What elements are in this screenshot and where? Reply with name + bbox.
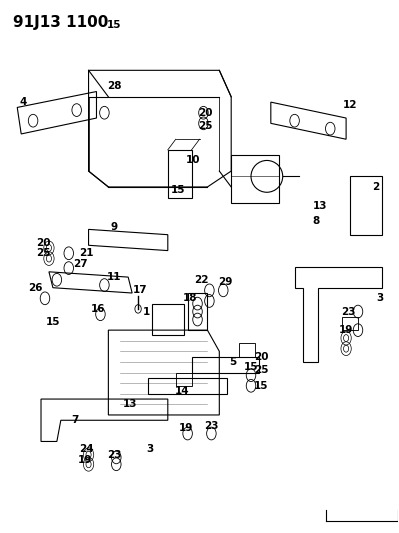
Text: 16: 16	[91, 304, 106, 314]
Text: 20: 20	[254, 352, 268, 361]
Text: 2: 2	[372, 182, 379, 192]
Text: 22: 22	[194, 274, 209, 285]
Text: 4: 4	[20, 97, 27, 107]
Text: 20: 20	[198, 108, 213, 118]
Text: 20: 20	[36, 238, 50, 248]
Text: 25: 25	[198, 121, 213, 131]
Bar	[342, 317, 358, 330]
Text: 23: 23	[107, 450, 122, 460]
Text: 19: 19	[77, 455, 92, 465]
Text: 25: 25	[36, 248, 50, 259]
Bar	[239, 343, 255, 357]
Text: 19: 19	[339, 325, 353, 335]
Text: 15: 15	[107, 20, 122, 30]
Text: 8: 8	[313, 216, 320, 227]
Text: 9: 9	[111, 222, 118, 232]
Text: 1: 1	[142, 306, 150, 317]
Text: 3: 3	[376, 293, 383, 303]
Text: 13: 13	[313, 200, 328, 211]
Text: 26: 26	[28, 282, 42, 293]
Text: 5: 5	[229, 357, 237, 367]
Bar	[231, 155, 279, 203]
Text: 15: 15	[45, 317, 60, 327]
Text: 21: 21	[79, 248, 94, 259]
Text: 17: 17	[133, 285, 147, 295]
Text: 15: 15	[170, 184, 185, 195]
Bar	[176, 373, 192, 386]
Text: 91J13 1100: 91J13 1100	[13, 14, 109, 30]
Text: 11: 11	[107, 272, 122, 282]
Text: 10: 10	[186, 156, 201, 165]
Text: 18: 18	[182, 293, 197, 303]
Text: 7: 7	[71, 415, 78, 425]
Text: 28: 28	[107, 81, 122, 91]
Text: 23: 23	[204, 421, 219, 431]
Text: 24: 24	[79, 445, 94, 455]
Text: 15: 15	[254, 381, 268, 391]
Text: 25: 25	[254, 365, 268, 375]
Text: 12: 12	[343, 100, 358, 110]
Text: 3: 3	[146, 445, 154, 455]
Text: 23: 23	[341, 306, 356, 317]
Text: 19: 19	[178, 423, 193, 433]
Text: 27: 27	[73, 259, 88, 269]
Text: 13: 13	[123, 399, 137, 409]
Text: 14: 14	[174, 386, 189, 396]
Text: 15: 15	[244, 362, 258, 372]
Text: 29: 29	[218, 277, 233, 287]
